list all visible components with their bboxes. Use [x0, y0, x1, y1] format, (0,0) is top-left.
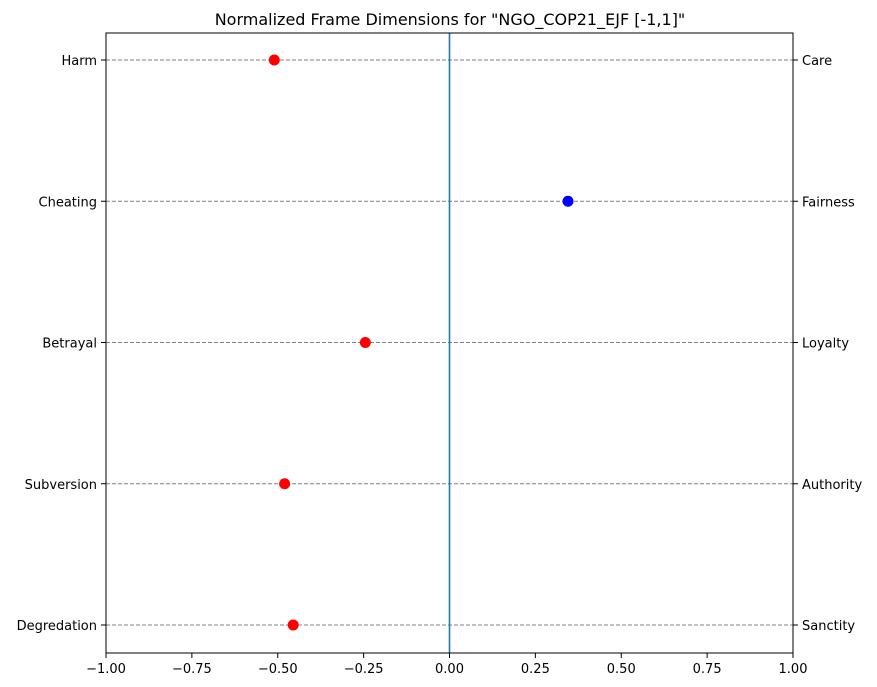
data-point: [359, 337, 371, 348]
x-tick-label: 0.25: [521, 662, 550, 677]
data-point: [268, 54, 280, 66]
x-tick-label: −1.00: [86, 662, 126, 677]
data-point: [279, 478, 291, 490]
y-label-left: Subversion: [25, 478, 97, 493]
y-label-left: Harm: [61, 54, 97, 69]
x-tick-label: 0.75: [693, 662, 722, 677]
y-label-right: Care: [802, 54, 832, 69]
plot-area: −1.00 −0.75 −0.50 −0.25 0.00 0.25 0.50 0.75 1.00…: [17, 32, 862, 677]
x-tick-label: 0.00: [435, 662, 464, 677]
data-point: [287, 619, 299, 631]
y-label-right: Sanctity: [802, 619, 855, 634]
y-label-right: Fairness: [802, 195, 855, 210]
y-label-right: Loyalty: [802, 337, 849, 352]
x-tick-label: −0.50: [258, 662, 298, 677]
data-point: [562, 195, 574, 207]
x-tick-label: 1.00: [779, 662, 808, 677]
x-tick-label: 0.50: [607, 662, 636, 677]
x-tick-label: −0.25: [344, 662, 384, 677]
y-label-right: Authority: [802, 478, 862, 493]
y-label-left: Cheating: [39, 195, 97, 210]
chart-title: Normalized Frame Dimensions for "NGO_COP…: [215, 10, 686, 30]
y-label-left: Degredation: [17, 619, 97, 634]
y-label-left: Betrayal: [42, 337, 97, 352]
x-tick-label: −0.75: [172, 662, 212, 677]
